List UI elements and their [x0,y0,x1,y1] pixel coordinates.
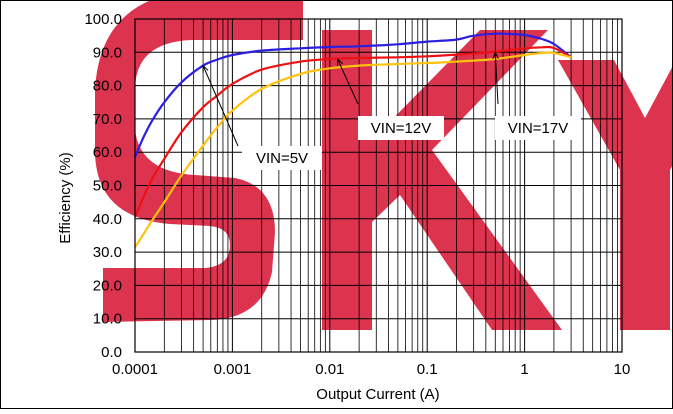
annotation-arrow [337,58,359,105]
watermark [95,0,673,330]
y-tick-label: 60.0 [93,144,122,161]
annotation-box [358,116,444,140]
y-tick-label: 20.0 [93,277,122,294]
x-tick-label: 10 [614,361,631,378]
y-tick-label: 40.0 [93,211,122,228]
annotation-arrow [202,65,239,147]
series [133,32,572,248]
x-tick-label: 0.01 [315,361,344,378]
y-axis-label: Efficiency (%) [57,152,74,243]
x-tick-label: 0.001 [214,361,252,378]
y-tick-label: 100.0 [84,11,122,28]
y-tick-label: 70.0 [93,111,122,128]
y-tick-label: 90.0 [93,44,122,61]
annotation-label: VIN=5V [256,150,308,167]
watermark-letter-s [95,0,303,322]
annotation-arrowhead [336,57,344,66]
series-line-1 [133,32,572,158]
tick-labels: 0.0001 0.001 0.01 0.1 1 100.010.020.030.040.0… [84,11,630,378]
annotations: VIN=5V VIN=12V VIN=17V [202,51,581,170]
x-tick-label: 1 [520,361,528,378]
annotation-arrowhead [492,51,499,60]
plot-area-frame [134,18,623,353]
watermark-letter-k [322,30,562,330]
series-line-3 [134,51,572,248]
y-tick-label: 50.0 [93,178,122,195]
annotation-arrow [494,52,499,105]
y-tick-label: 10.0 [93,311,122,328]
x-tick-label: 0.1 [417,361,438,378]
series-line-2 [133,45,572,218]
annotation-arrowhead [202,64,209,73]
annotation-box [242,146,322,170]
x-tick-label: 0.0001 [112,361,158,378]
watermark-letter-y [558,60,673,330]
y-tick-label: 0.0 [101,344,122,361]
annotation-label: VIN=17V [508,120,568,137]
annotation-label: VIN=12V [371,120,431,137]
x-axis-label: Output Current (A) [316,386,439,403]
annotation-box [495,116,581,140]
y-tick-label: 30.0 [93,244,122,261]
y-tick-label: 80.0 [93,78,122,95]
